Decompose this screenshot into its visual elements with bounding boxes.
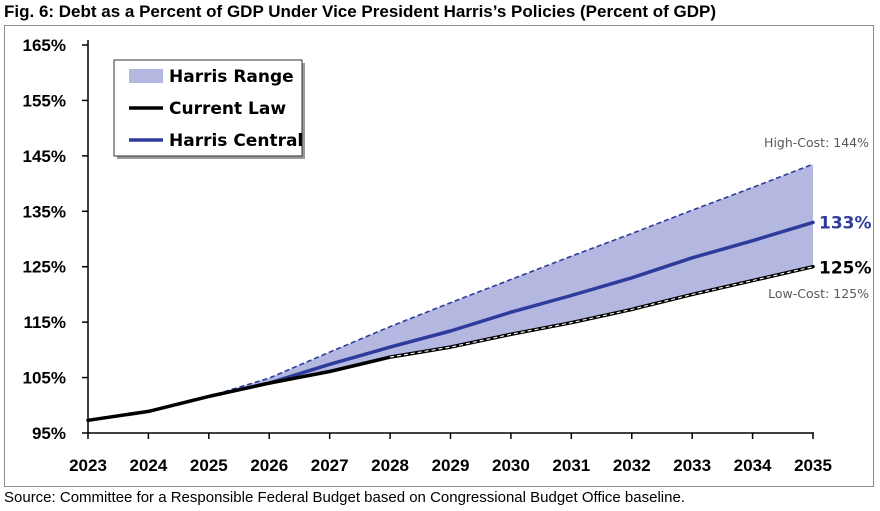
x-tick-label: 2024 xyxy=(130,456,168,475)
legend-label: Harris Range xyxy=(169,67,294,87)
x-tick-label: 2035 xyxy=(794,456,832,475)
y-tick-label: 125% xyxy=(23,258,66,277)
x-tick-label: 2026 xyxy=(250,456,288,475)
x-tick-label: 2028 xyxy=(371,456,409,475)
x-tick-label: 2023 xyxy=(69,456,107,475)
harris-central-line xyxy=(207,220,815,399)
y-tick-label: 95% xyxy=(32,424,66,443)
x-tick-label: 2025 xyxy=(190,456,228,475)
source-note: Source: Committee for a Responsible Fede… xyxy=(4,489,685,506)
high-cost-annotation: High-Cost: 144% xyxy=(764,135,869,150)
chart-title: Fig. 6: Debt as a Percent of GDP Under V… xyxy=(4,2,717,21)
x-tick-label: 2029 xyxy=(432,456,470,475)
legend-label: Harris Central xyxy=(169,131,303,151)
low-cost-annotation: Low-Cost: 125% xyxy=(768,286,869,301)
y-tick-label: 135% xyxy=(23,202,66,221)
x-tick-label: 2030 xyxy=(492,456,530,475)
high-cost-boundary-line xyxy=(208,163,814,398)
x-tick-label: 2027 xyxy=(311,456,349,475)
y-tick-label: 105% xyxy=(23,369,66,388)
x-tick-label: 2031 xyxy=(552,456,590,475)
current-law-end-label: 125% xyxy=(819,259,872,279)
current-law-dash-overlay xyxy=(390,266,814,358)
legend-label: Current Law xyxy=(169,99,286,119)
legend-swatch-harris-range xyxy=(129,69,163,83)
harris-central-end-label: 133% xyxy=(819,213,872,233)
y-tick-label: 145% xyxy=(23,147,66,166)
y-tick-label: 165% xyxy=(23,36,66,55)
x-tick-label: 2034 xyxy=(734,456,772,475)
x-tick-label: 2032 xyxy=(613,456,651,475)
x-tick-label: 2033 xyxy=(673,456,711,475)
y-tick-label: 155% xyxy=(23,91,66,110)
y-tick-label: 115% xyxy=(23,313,66,332)
chart-area xyxy=(4,25,874,487)
